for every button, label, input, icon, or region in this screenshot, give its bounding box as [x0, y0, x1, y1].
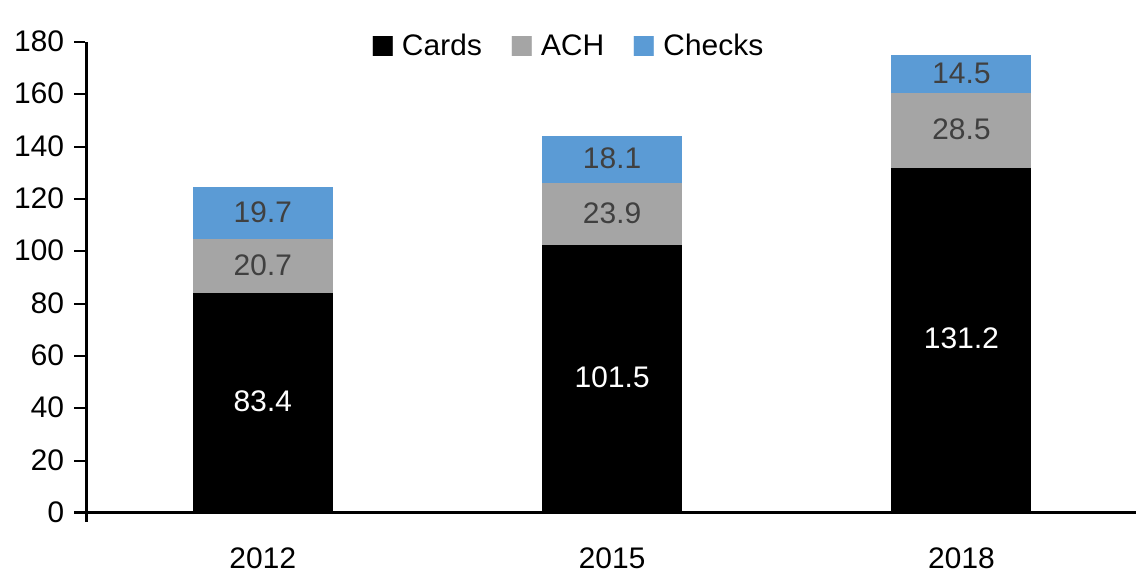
- bar-segment-ach-2015: 23.9: [542, 182, 682, 246]
- bar-value-label: 18.1: [582, 142, 642, 176]
- legend-swatch-checks: [634, 36, 655, 56]
- y-axis-tick: [74, 250, 85, 253]
- bar-value-label: 23.9: [582, 197, 642, 231]
- bar-value-label: 101.5: [574, 361, 650, 395]
- bar-segment-checks-2012: 19.7: [192, 187, 333, 239]
- legend-label: ACH: [540, 29, 605, 62]
- legend-swatch-ach: [511, 36, 532, 56]
- y-axis-tick: [74, 459, 85, 462]
- y-axis-tick: [74, 302, 85, 305]
- bar-value-label: 131.2: [923, 322, 999, 356]
- legend-label: Cards: [401, 29, 482, 62]
- y-axis-tick-label: 120: [13, 182, 64, 215]
- y-axis-tick: [74, 355, 85, 357]
- y-axis-tick: [74, 407, 85, 410]
- bar-value-label: 14.5: [932, 57, 991, 91]
- legend-label: Checks: [663, 29, 764, 62]
- bar-value-label: 20.7: [233, 248, 292, 282]
- y-axis-tick-label: 100: [13, 234, 64, 268]
- y-axis-tick: [74, 145, 85, 148]
- y-axis-tick-label: 40: [30, 391, 64, 425]
- bar-segment-cards-2018: 131.2: [891, 167, 1032, 511]
- x-axis-category-label: 2015: [578, 542, 646, 575]
- y-axis-tick-label: 180: [13, 25, 64, 58]
- x-axis-line: [74, 511, 1136, 514]
- bar-value-label: 83.4: [233, 384, 292, 418]
- y-axis-tick: [74, 198, 85, 200]
- y-axis-line: [85, 42, 88, 522]
- y-axis-tick-label: 20: [30, 443, 64, 477]
- legend-item-cards: Cards: [372, 29, 482, 62]
- bar-segment-checks-2018: 14.5: [891, 55, 1032, 94]
- y-axis-tick-label: 60: [30, 339, 64, 372]
- x-axis-category-label: 2018: [927, 542, 995, 575]
- bar-segment-checks-2015: 18.1: [542, 135, 682, 183]
- y-axis-tick-label: 80: [30, 286, 64, 320]
- legend-swatch-cards: [372, 36, 393, 56]
- bar-segment-cards-2012: 83.4: [192, 292, 333, 511]
- y-axis-tick: [74, 41, 85, 43]
- y-axis-tick-label: 160: [13, 77, 64, 111]
- bar-segment-ach-2012: 20.7: [192, 238, 333, 293]
- legend-item-checks: Checks: [634, 31, 763, 61]
- y-axis-tick-label: 0: [47, 496, 64, 529]
- x-axis-category-label: 2012: [229, 542, 297, 575]
- legend-item-ach: ACH: [511, 29, 605, 62]
- bar-segment-cards-2015: 101.5: [542, 245, 682, 511]
- y-axis-tick-label: 140: [13, 129, 64, 163]
- bar-value-label: 28.5: [932, 113, 991, 147]
- legend: Cards ACH Checks: [372, 29, 763, 62]
- bar-value-label: 19.7: [233, 195, 292, 229]
- y-axis-tick: [74, 93, 85, 96]
- bar-segment-ach-2018: 28.5: [891, 93, 1032, 168]
